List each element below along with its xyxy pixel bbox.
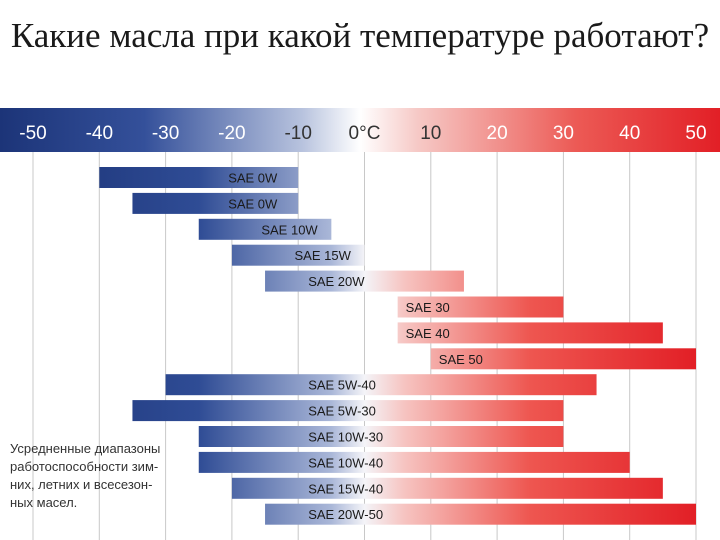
bar [397,322,663,344]
x-tick-label: 0°C [349,123,381,144]
x-tick-label: -20 [218,123,245,144]
x-tick-label: -50 [19,123,46,144]
bar-label: SAE 20W-50 [308,507,383,522]
bar-label: SAE 40 [406,326,450,341]
page-title: Какие масла при какой температуре работа… [10,16,710,55]
bar [231,477,663,499]
temperature-axis-band [0,108,720,152]
x-tick-label: 20 [487,123,508,144]
bar-label: SAE 50 [439,352,483,367]
bar [165,374,597,396]
bars: SAE 0W SAE 0W SAE 10W SAE 15W SAE 20W SAE 30 S… [99,167,696,525]
bar [198,218,332,240]
bar [132,192,299,214]
x-tick-label: -30 [152,123,179,144]
x-tick-label: 10 [420,123,441,144]
bar [132,400,564,422]
bar [198,451,630,473]
bar [265,270,464,292]
bar-label: SAE 0W [228,171,278,186]
x-tick-label: 30 [553,123,574,144]
bar-label: SAE 10W-40 [308,455,383,470]
x-tick-label: 50 [685,123,706,144]
bar-label: SAE 20W [308,274,365,289]
bar-label: SAE 5W-30 [308,404,376,419]
x-tick-label: -10 [284,123,311,144]
bar [265,503,696,525]
legend-note: Усредненные диапазоны работоспособности … [10,441,161,510]
bar [231,244,365,266]
grid-lines [32,152,697,540]
bar [397,296,564,318]
bar [430,348,696,370]
bar-label: SAE 5W-40 [308,378,376,393]
x-tick-labels: -50 -40 -30 -20 -10 0°C 10 20 30 40 50 [19,123,706,144]
bar-label: SAE 15W [295,248,352,263]
bar-label: SAE 15W-40 [308,481,383,496]
bar [99,167,299,188]
bar-label: SAE 10W [261,222,318,237]
x-tick-label: -40 [86,123,113,144]
bar-label: SAE 30 [406,300,450,315]
bar [198,426,564,447]
x-tick-label: 40 [619,123,640,144]
bar-label: SAE 0W [228,196,278,211]
bar-label: SAE 10W-30 [308,430,383,445]
